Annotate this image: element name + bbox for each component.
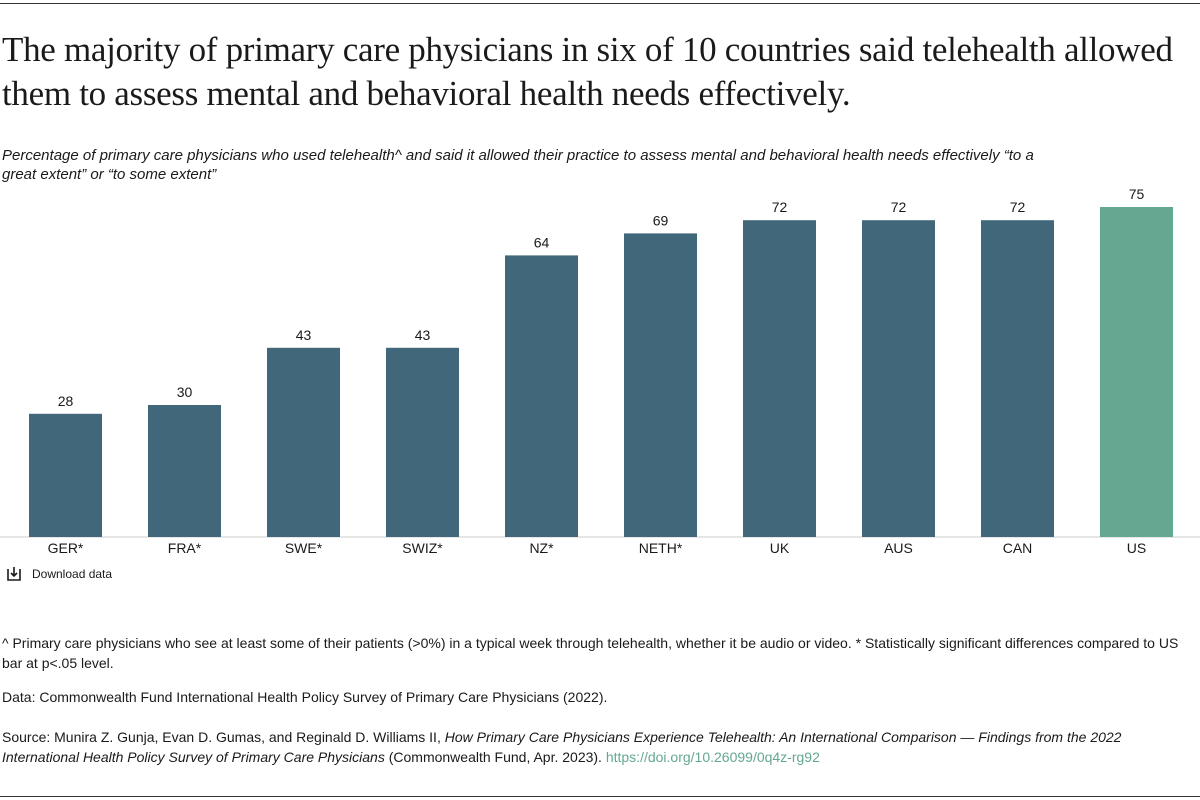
x-tick-label: GER* — [48, 540, 84, 556]
source-publisher: (Commonwealth Fund, Apr. 2023). — [384, 749, 606, 765]
x-tick-label: SWIZ* — [402, 540, 443, 556]
x-tick-label: FRA* — [168, 540, 202, 556]
download-button[interactable]: Download data — [6, 566, 112, 582]
x-tick-label: CAN — [1003, 540, 1033, 556]
source-title: How Primary Care Physicians Experience T… — [2, 729, 1122, 765]
value-label: 30 — [177, 384, 193, 400]
value-label: 69 — [653, 212, 669, 228]
value-label: 43 — [296, 327, 312, 343]
x-tick-label: NZ* — [529, 540, 554, 556]
source-link[interactable]: https://doi.org/10.26099/0q4z-rg92 — [605, 749, 820, 765]
bar — [1100, 207, 1173, 537]
value-label: 72 — [772, 199, 788, 215]
bar — [743, 220, 816, 537]
value-label: 75 — [1129, 186, 1145, 202]
bar — [386, 347, 459, 537]
bar — [624, 233, 697, 537]
value-label: 64 — [534, 234, 550, 250]
bar — [862, 220, 935, 537]
source-intro: Source: Munira Z. Gunja, Evan D. Gumas, … — [2, 729, 445, 745]
bar — [29, 413, 102, 537]
value-label: 43 — [415, 327, 431, 343]
bottom-rule — [0, 796, 1200, 797]
chart: GER* 28 FRA* 30 SWE* 43 SWIZ* 43 NZ* 64 NETH* 69 UK 7… — [0, 186, 1200, 556]
x-tick-label: UK — [770, 540, 790, 556]
value-label: 28 — [58, 393, 74, 409]
bar — [148, 405, 221, 537]
footnote: ^ Primary care physicians who see at lea… — [2, 635, 1179, 671]
download-icon — [7, 567, 21, 581]
bar — [505, 255, 578, 537]
top-rule — [0, 3, 1200, 4]
x-tick-label: AUS — [884, 540, 913, 556]
x-tick-label: NETH* — [639, 540, 683, 556]
download-label: Download data — [32, 567, 113, 581]
source-note: Source: Munira Z. Gunja, Evan D. Gumas, … — [2, 727, 1197, 767]
x-tick-label: US — [1127, 540, 1146, 556]
bar — [981, 220, 1054, 537]
data-note: Data: Commonwealth Fund International He… — [2, 689, 608, 705]
x-tick-label: SWE* — [285, 540, 323, 556]
chart-subtitle: Percentage of primary care physicians wh… — [2, 147, 1034, 183]
value-label: 72 — [1010, 199, 1026, 215]
chart-title: The majority of primary care physicians … — [2, 30, 1173, 113]
bar — [267, 347, 340, 537]
value-label: 72 — [891, 199, 907, 215]
